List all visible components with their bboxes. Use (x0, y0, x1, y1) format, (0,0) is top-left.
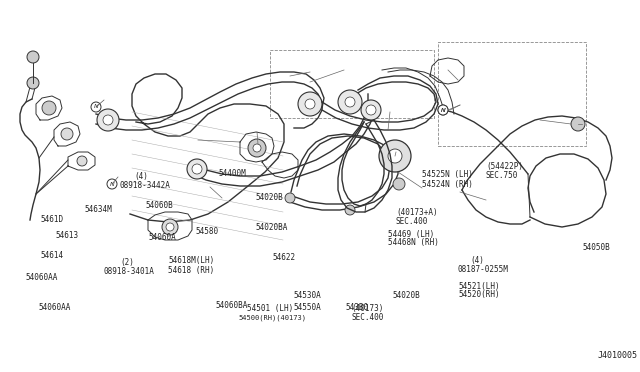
Circle shape (305, 99, 315, 109)
Circle shape (393, 178, 405, 190)
Text: N: N (93, 105, 99, 109)
Text: 08918-3401A: 08918-3401A (103, 267, 154, 276)
Circle shape (345, 97, 355, 107)
Text: (40173+A): (40173+A) (396, 208, 438, 218)
Text: 54614: 54614 (40, 250, 63, 260)
Text: SEC.750: SEC.750 (486, 170, 518, 180)
Text: 54400M: 54400M (218, 170, 246, 179)
Circle shape (438, 105, 448, 115)
Circle shape (438, 105, 448, 115)
Text: SEC.400: SEC.400 (396, 218, 428, 227)
Circle shape (103, 115, 113, 125)
Text: SEC.400: SEC.400 (351, 314, 383, 323)
Text: 54060A: 54060A (148, 234, 176, 243)
Text: 54618 (RH): 54618 (RH) (168, 266, 214, 275)
Text: 54020B: 54020B (392, 291, 420, 299)
Circle shape (379, 140, 411, 172)
Text: 54060AA: 54060AA (25, 273, 58, 282)
Circle shape (253, 144, 261, 152)
Circle shape (97, 109, 119, 131)
Circle shape (162, 219, 178, 235)
Circle shape (77, 156, 87, 166)
Circle shape (192, 164, 202, 174)
Text: 54020BA: 54020BA (255, 224, 287, 232)
Circle shape (338, 90, 362, 114)
Text: (4): (4) (470, 257, 484, 266)
Text: 54501 (LH): 54501 (LH) (247, 304, 293, 312)
Text: 543B0: 543B0 (345, 302, 368, 311)
Text: 54060B: 54060B (145, 201, 173, 209)
Circle shape (27, 51, 39, 63)
Text: 54521(LH): 54521(LH) (458, 282, 500, 291)
Circle shape (285, 193, 295, 203)
Text: 54050B: 54050B (582, 244, 610, 253)
Text: 54580: 54580 (195, 228, 218, 237)
Text: 08187-0255M: 08187-0255M (458, 266, 509, 275)
Text: 5461D: 5461D (40, 215, 63, 224)
Circle shape (42, 101, 56, 115)
Bar (438, 42, 586, 146)
Circle shape (388, 149, 402, 163)
Text: (2): (2) (120, 259, 134, 267)
Text: 54469 (LH): 54469 (LH) (388, 230, 435, 238)
Text: 54525N (LH): 54525N (LH) (422, 170, 473, 180)
Text: 54524N (RH): 54524N (RH) (422, 180, 473, 189)
Circle shape (107, 179, 117, 189)
Text: 54520(RH): 54520(RH) (458, 291, 500, 299)
Text: (40173): (40173) (351, 304, 383, 312)
Text: 54613: 54613 (55, 231, 78, 241)
Circle shape (27, 77, 39, 89)
Text: 54618M(LH): 54618M(LH) (168, 257, 214, 266)
Text: 54020B: 54020B (255, 193, 283, 202)
Text: 54060BA: 54060BA (215, 301, 248, 310)
Circle shape (187, 159, 207, 179)
Circle shape (298, 92, 322, 116)
Text: N: N (109, 182, 115, 186)
Text: 54468N (RH): 54468N (RH) (388, 238, 439, 247)
Text: 54634M: 54634M (84, 205, 112, 215)
Text: 54622: 54622 (272, 253, 295, 263)
Text: N: N (441, 108, 445, 112)
Text: 54060AA: 54060AA (38, 302, 70, 311)
Circle shape (366, 105, 376, 115)
Text: J4010005: J4010005 (598, 350, 638, 359)
Text: 08918-3442A: 08918-3442A (120, 180, 171, 189)
Circle shape (361, 100, 381, 120)
Text: 54550A: 54550A (293, 302, 321, 311)
Circle shape (91, 102, 101, 112)
Text: 54500(RH)(40173): 54500(RH)(40173) (238, 315, 306, 321)
Bar (270, 50, 434, 118)
Circle shape (166, 223, 174, 231)
Circle shape (345, 205, 355, 215)
Text: N: N (441, 108, 445, 112)
Text: (4): (4) (134, 171, 148, 180)
Circle shape (61, 128, 73, 140)
Circle shape (248, 139, 266, 157)
Text: (54422P): (54422P) (486, 161, 523, 170)
Text: 54530A: 54530A (293, 292, 321, 301)
Circle shape (571, 117, 585, 131)
